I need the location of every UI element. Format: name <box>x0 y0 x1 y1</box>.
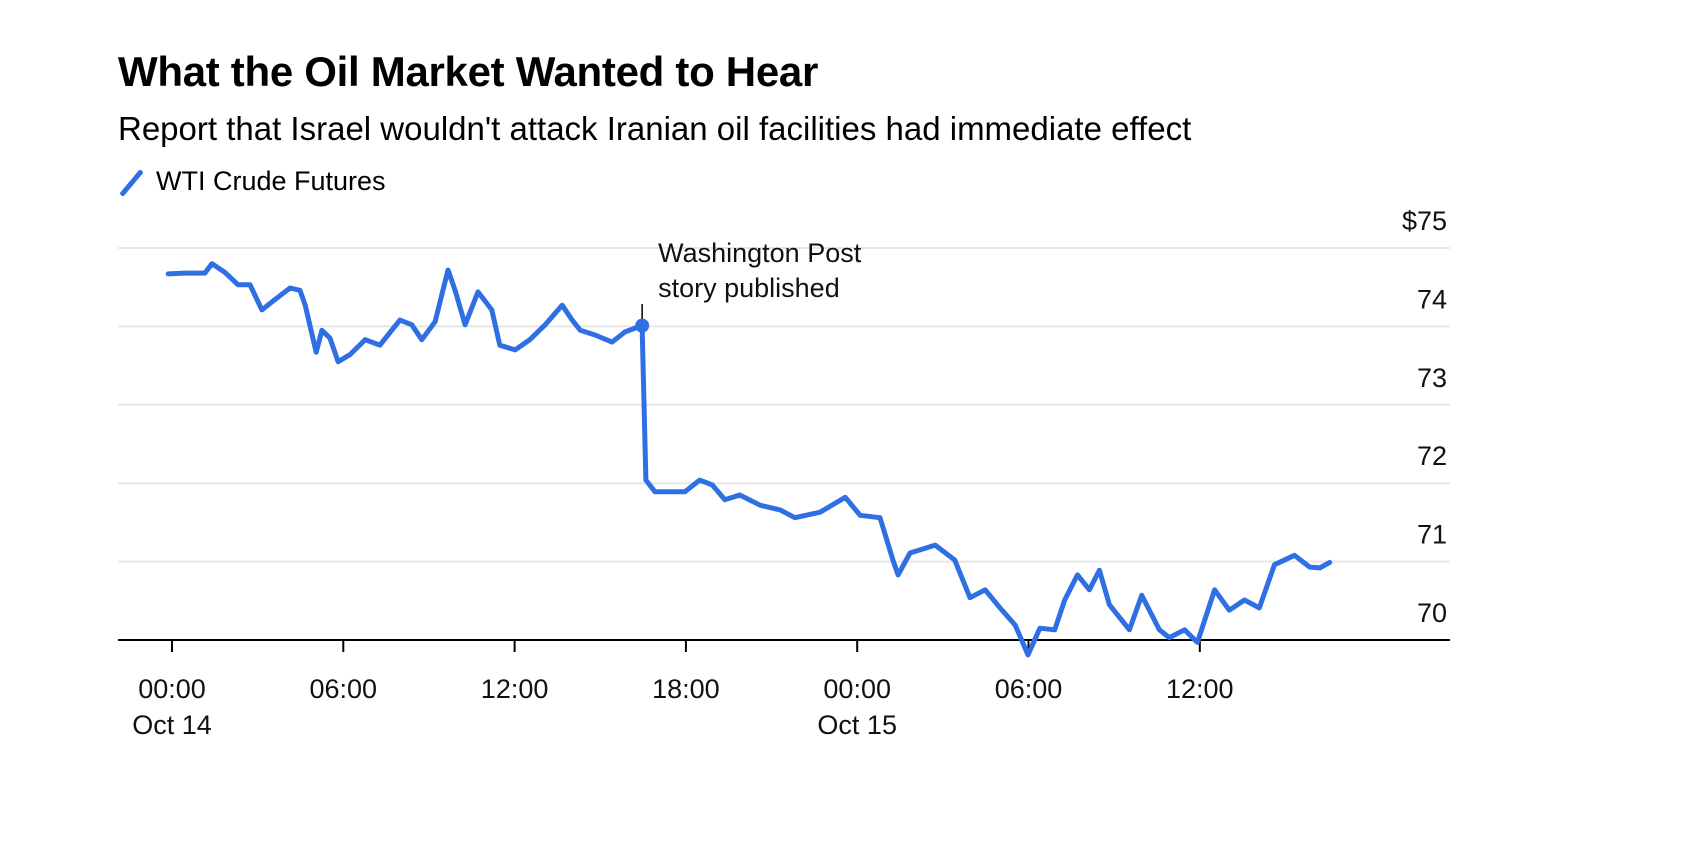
chart-subtitle: Report that Israel wouldn't attack Irani… <box>118 110 1192 147</box>
y-tick-label: 70 <box>1417 598 1447 628</box>
y-tick-label: 74 <box>1417 284 1447 314</box>
x-tick-label: 12:00 <box>1166 674 1234 704</box>
x-tick-label: 12:00 <box>481 674 549 704</box>
x-tick-label: 06:00 <box>310 674 378 704</box>
x-tick-date-label: Oct 15 <box>817 710 897 740</box>
annotation-text: story published <box>658 273 840 303</box>
legend-label: WTI Crude Futures <box>156 166 386 196</box>
x-tick-label: 00:00 <box>138 674 206 704</box>
x-tick-label: 06:00 <box>995 674 1063 704</box>
legend: WTI Crude Futures <box>118 166 386 197</box>
y-tick-label: 73 <box>1417 363 1447 393</box>
chart-title: What the Oil Market Wanted to Hear <box>118 48 818 95</box>
x-tick-label: 18:00 <box>652 674 720 704</box>
y-tick-label: 72 <box>1417 441 1447 471</box>
y-tick-label: 71 <box>1417 520 1447 550</box>
annotation-text: Washington Post <box>658 238 862 268</box>
y-tick-label: $75 <box>1402 206 1447 236</box>
annotation-point <box>635 318 650 333</box>
x-tick-label: 00:00 <box>823 674 891 704</box>
series-line-wti-crude-futures <box>165 261 1333 658</box>
x-tick-date-label: Oct 14 <box>132 710 212 740</box>
